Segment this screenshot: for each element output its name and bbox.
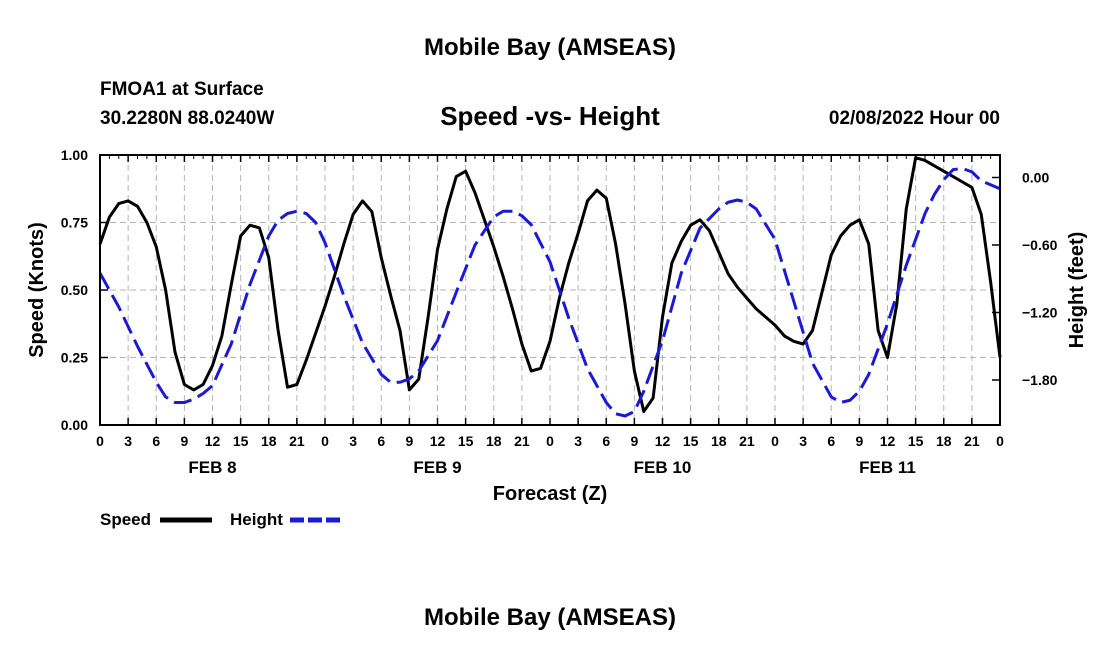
y2-axis-label: Height (feet) <box>1066 232 1088 349</box>
x-axis-label: Forecast (Z) <box>493 483 607 505</box>
x-tick-label: 0 <box>996 433 1004 449</box>
x-tick-label: 9 <box>630 433 638 449</box>
x-tick-label: 0 <box>546 433 554 449</box>
y2-tick-label: −1.20 <box>1022 305 1058 321</box>
y-tick-label: 0.25 <box>61 350 88 366</box>
series-line-speed <box>98 156 1002 413</box>
x-tick-label: 12 <box>430 433 446 449</box>
x-tick-label: 15 <box>458 433 474 449</box>
x-tick-label: 21 <box>964 433 980 449</box>
x-tick-label: 6 <box>602 433 610 449</box>
x-tick-label: 0 <box>96 433 104 449</box>
series-layer <box>98 156 1002 418</box>
x-tick-label: 18 <box>486 433 502 449</box>
x-tick-label: 6 <box>377 433 385 449</box>
datetime-label: 02/08/2022 Hour 00 <box>829 108 1000 129</box>
legend-height-label: Height <box>230 510 283 529</box>
x-tick-label: 15 <box>683 433 699 449</box>
date-label: FEB 10 <box>634 458 692 477</box>
footer-title: Mobile Bay (AMSEAS) <box>424 604 676 631</box>
chart-title: Speed -vs- Height <box>440 101 660 131</box>
grid <box>100 155 1000 425</box>
main-title: Mobile Bay (AMSEAS) <box>424 34 676 61</box>
y-tick-label: 0.50 <box>61 282 88 298</box>
x-tick-label: 6 <box>152 433 160 449</box>
coordinates-label: 30.2280N 88.0240W <box>100 108 274 129</box>
y2-tick-label: 0.00 <box>1022 170 1049 186</box>
x-tick-label: 3 <box>574 433 582 449</box>
series-line-height <box>98 167 1001 418</box>
x-tick-label: 15 <box>233 433 249 449</box>
x-tick-label: 15 <box>908 433 924 449</box>
x-tick-label: 6 <box>827 433 835 449</box>
x-tick-label: 9 <box>405 433 413 449</box>
station-label: FMOA1 at Surface <box>100 79 264 100</box>
x-tick-label: 21 <box>289 433 305 449</box>
date-label: FEB 11 <box>859 458 916 477</box>
legend: Speed Height <box>100 510 342 529</box>
x-tick-label: 3 <box>799 433 807 449</box>
x-tick-label: 18 <box>261 433 277 449</box>
x-tick-label: 0 <box>771 433 779 449</box>
x-tick-label: 12 <box>655 433 671 449</box>
x-tick-label: 3 <box>124 433 132 449</box>
y-tick-label: 0.00 <box>61 417 88 433</box>
x-tick-label: 12 <box>880 433 896 449</box>
x-tick-label: 18 <box>711 433 727 449</box>
x-tick-label: 3 <box>349 433 357 449</box>
x-tick-label: 9 <box>180 433 188 449</box>
date-label: FEB 9 <box>413 458 461 477</box>
y-axis-label: Speed (Knots) <box>26 222 48 358</box>
axes: 0 3 6 9 12 15 18 21 0 3 6 9 12 15 18 21 0 3 6 9 12 15 18 21 0 3 6 9… <box>61 147 1058 477</box>
y2-tick-label: −0.60 <box>1022 237 1058 253</box>
x-tick-label: 21 <box>739 433 755 449</box>
x-tick-label: 21 <box>514 433 530 449</box>
x-tick-label: 18 <box>936 433 952 449</box>
y-tick-label: 1.00 <box>61 147 88 163</box>
x-tick-label: 0 <box>321 433 329 449</box>
legend-speed-label: Speed <box>100 510 151 529</box>
x-tick-label: 9 <box>855 433 863 449</box>
x-tick-label: 12 <box>205 433 221 449</box>
y-tick-label: 0.75 <box>61 215 88 231</box>
y2-tick-label: −1.80 <box>1022 372 1058 388</box>
date-label: FEB 8 <box>188 458 236 477</box>
